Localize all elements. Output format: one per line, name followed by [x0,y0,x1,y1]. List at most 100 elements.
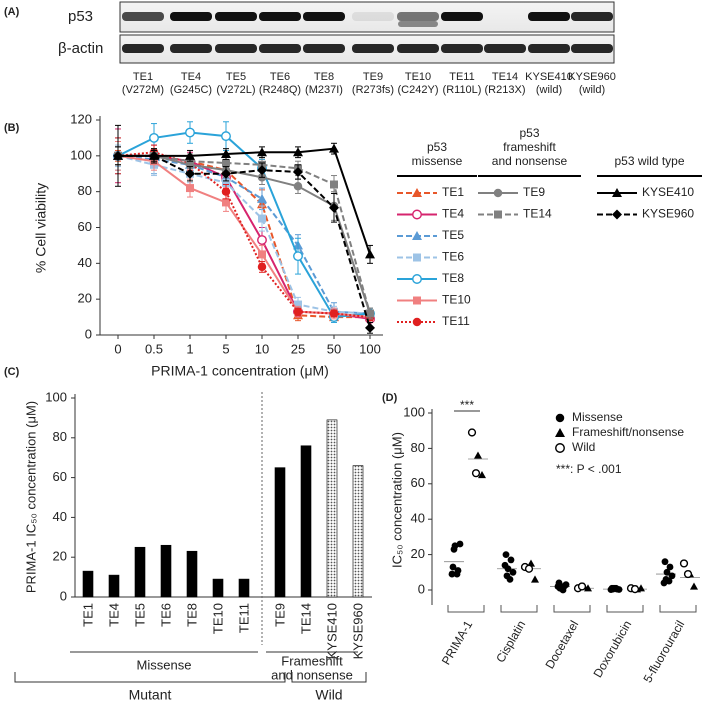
lane-mutation: (M237I) [305,84,343,96]
marker [329,143,339,153]
lane-mutation: (R213X) [485,84,526,96]
lane-mutation: (wild) [579,84,605,96]
category-bracket [659,605,697,613]
marker [450,545,458,553]
lane-name: TE8 [314,71,334,83]
marker [329,202,339,213]
marker [412,209,422,220]
bar [300,445,312,598]
marker [258,250,266,259]
x-tick-label: 0 [114,341,121,356]
marker [448,570,456,578]
x-tick-label: TE10 [210,603,225,634]
legend-item: TE6 [397,250,464,264]
legend-item: TE4 [397,207,464,221]
series-line [118,154,370,319]
blot-row-label: p53 [68,8,93,25]
y-tick-label: 20 [411,546,425,561]
lane-name: KYSE960 [568,71,616,83]
lane-mutation: (R110L) [443,84,482,96]
group-bracket [14,672,286,683]
y-tick-label: 40 [411,511,425,526]
marker [453,570,461,578]
group-label: Missense [137,657,192,672]
marker [257,235,267,245]
blot-band [170,12,212,21]
y-tick-label: 40 [53,509,67,524]
marker [293,147,303,157]
marker [221,168,231,179]
marker [555,443,565,453]
panel-label: (B) [4,122,20,134]
marker [221,131,231,142]
y-axis-label: PRIMA-1 IC₅₀ concentration (μM) [23,401,38,593]
legend-label: TE8 [442,271,464,285]
blot-band [352,44,394,53]
legend-label: Frameshift/nonsense [572,425,684,439]
marker [690,582,698,590]
marker [555,428,565,437]
lane-mutation: (V272L) [216,84,255,96]
blot-band [398,21,438,27]
series-line [117,154,371,319]
series-line [117,154,371,315]
panel-label: (C) [4,366,20,378]
panel-label: (D) [382,392,398,404]
marker [531,575,539,583]
legend-label: TE4 [442,207,464,221]
blot-band [303,44,345,53]
group-label: Frameshift [281,653,343,668]
x-tick-label: 100 [359,341,381,356]
marker [413,253,421,262]
y-axis-label: % Cell viability [33,183,49,273]
blot-band [528,44,570,53]
marker [584,584,592,592]
marker [630,585,640,594]
x-tick-label: TE14 [298,603,313,634]
x-tick-label: 0.5 [145,341,163,356]
marker [666,563,674,571]
blot-band [259,12,301,21]
lane-mutation: (R248Q) [259,84,301,96]
legend-label: TE5 [442,228,464,242]
marker [149,132,159,143]
marker [413,296,421,305]
marker [113,150,123,161]
legend-item: Frameshift/nonsense [555,425,684,439]
marker [660,579,668,587]
marker [506,575,514,583]
blot-band [352,12,394,21]
x-tick-label: KYSE410 [324,603,339,659]
x-tick-label: TE11 [236,603,251,633]
lane-name: TE6 [270,71,290,83]
marker [365,249,375,259]
marker [185,127,195,138]
legend-item: TE14 [478,207,552,221]
y-tick-label: 20 [78,291,92,306]
legend-label: TE9 [523,185,545,199]
marker [524,564,534,573]
marker [554,583,562,590]
marker [185,150,195,160]
blot-band [484,44,526,53]
blot-band [397,44,439,53]
marker [467,428,477,437]
lane-name: TE1 [133,71,153,83]
legend-label: KYSE960 [642,207,694,221]
panel-label: (A) [4,6,20,18]
x-tick-label: 50 [327,341,341,356]
bar [186,550,198,598]
legend-item: TE5 [397,228,464,242]
marker [478,470,486,479]
legend-label: Missense [572,410,623,424]
bar [108,574,120,598]
marker [366,309,374,318]
blot-band [259,44,301,53]
marker [562,581,570,589]
marker [502,551,510,558]
marker [507,556,515,564]
group-label: and nonsense [271,667,353,682]
legend-group-title: and nonsense [492,154,568,168]
marker [559,586,567,594]
